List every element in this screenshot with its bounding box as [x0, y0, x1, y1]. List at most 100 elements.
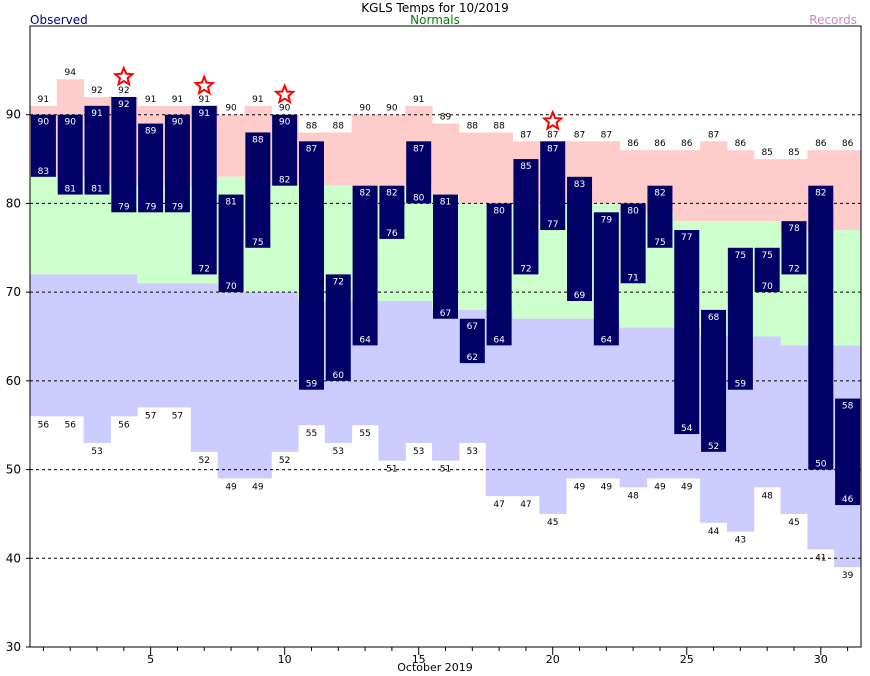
observed-low-label: 75	[654, 238, 665, 248]
record-high-label: 90	[225, 104, 237, 114]
observed-low-label: 67	[440, 309, 451, 319]
observed-low-label: 62	[467, 353, 478, 363]
observed-low-label: 64	[493, 335, 505, 345]
observed-high-label: 72	[333, 277, 344, 287]
record-low-band	[244, 292, 272, 479]
observed-low-label: 72	[520, 264, 531, 274]
record-low-label: 49	[681, 482, 693, 492]
observed-low-label: 81	[91, 185, 102, 195]
observed-low-label: 70	[761, 282, 773, 292]
normal-band	[834, 230, 862, 346]
observed-bar	[30, 114, 56, 177]
observed-low-label: 77	[547, 220, 558, 230]
record-low-band	[753, 336, 782, 488]
observed-high-label: 81	[225, 198, 236, 208]
record-high-band	[592, 141, 621, 204]
record-low-label: 53	[333, 447, 344, 457]
observed-high-label: 89	[145, 127, 157, 137]
record-low-label: 48	[761, 491, 773, 501]
observed-high-label: 91	[91, 109, 102, 119]
record-high-band	[673, 150, 701, 222]
observed-low-label: 64	[601, 335, 613, 345]
record-low-label: 45	[788, 518, 799, 528]
y-tick-label: 70	[6, 285, 21, 299]
observed-bar	[540, 141, 566, 231]
record-high-label: 88	[493, 121, 505, 131]
record-star-icon	[273, 83, 296, 105]
record-high-label: 85	[788, 148, 799, 158]
observed-low-label: 60	[333, 371, 345, 381]
record-high-label: 90	[279, 104, 291, 114]
observed-bar	[272, 114, 298, 186]
x-tick-label: 10	[278, 653, 292, 666]
record-star-icon	[193, 74, 216, 96]
record-stars	[112, 65, 564, 131]
record-high-label: 86	[681, 139, 693, 149]
observed-low-label: 72	[199, 264, 210, 274]
observed-bar	[245, 132, 271, 248]
observed-bar	[164, 114, 190, 213]
legend-records: Records	[809, 13, 857, 27]
observed-low-label: 69	[574, 291, 586, 301]
observed-low-label: 46	[842, 495, 854, 505]
record-low-label: 57	[172, 411, 183, 421]
record-low-label: 56	[118, 420, 130, 430]
record-low-label: 39	[842, 571, 854, 581]
observed-low-label: 79	[118, 202, 130, 212]
record-high-band	[753, 159, 782, 222]
observed-high-label: 90	[172, 118, 184, 128]
observed-high-label: 58	[842, 402, 854, 412]
record-low-label: 52	[199, 456, 210, 466]
record-low-band	[539, 318, 567, 514]
record-high-label: 85	[761, 148, 772, 158]
observed-low-label: 70	[225, 282, 237, 292]
record-low-band	[217, 292, 245, 479]
record-high-label: 87	[708, 130, 719, 140]
observed-low-label: 81	[64, 185, 75, 195]
record-low-label: 44	[708, 527, 720, 537]
record-low-label: 49	[252, 482, 264, 492]
record-low-label: 49	[601, 482, 613, 492]
record-low-band	[646, 327, 674, 479]
record-high-label: 87	[601, 130, 612, 140]
record-low-label: 55	[306, 429, 317, 439]
record-low-band	[30, 274, 58, 417]
record-low-band	[512, 318, 540, 497]
record-low-label: 47	[520, 500, 531, 510]
record-high-label: 86	[654, 139, 666, 149]
observed-low-label: 71	[627, 273, 638, 283]
record-high-label: 92	[118, 86, 129, 96]
normal-band	[30, 176, 58, 275]
record-high-band	[780, 159, 808, 231]
record-high-label: 89	[440, 113, 452, 123]
observed-low-label: 59	[306, 380, 318, 390]
record-low-label: 57	[145, 411, 156, 421]
record-high-label: 88	[306, 121, 318, 131]
observed-bar	[593, 212, 619, 346]
observed-bar	[567, 176, 593, 302]
record-star-icon	[541, 109, 564, 131]
chart-title: KGLS Temps for 10/2019	[361, 1, 509, 15]
record-low-band	[190, 283, 219, 452]
y-tick-label: 50	[6, 463, 21, 477]
record-low-label: 41	[815, 553, 826, 563]
normal-band	[458, 203, 487, 310]
y-tick-label: 40	[6, 551, 21, 565]
record-low-label: 56	[64, 420, 76, 430]
record-high-band	[458, 132, 487, 204]
observed-bar	[781, 221, 807, 275]
record-high-label: 90	[359, 104, 371, 114]
observed-low-label: 82	[279, 176, 290, 186]
record-high-label: 90	[386, 104, 398, 114]
record-high-band	[485, 132, 514, 204]
record-high-label: 87	[520, 130, 531, 140]
y-tick-label: 80	[6, 196, 21, 210]
observed-high-label: 75	[761, 251, 772, 261]
record-low-label: 56	[38, 420, 50, 430]
observed-low-label: 50	[815, 460, 827, 470]
record-high-band	[432, 123, 460, 195]
record-low-label: 49	[225, 482, 237, 492]
normal-band	[271, 185, 299, 293]
observed-high-label: 91	[199, 109, 210, 119]
